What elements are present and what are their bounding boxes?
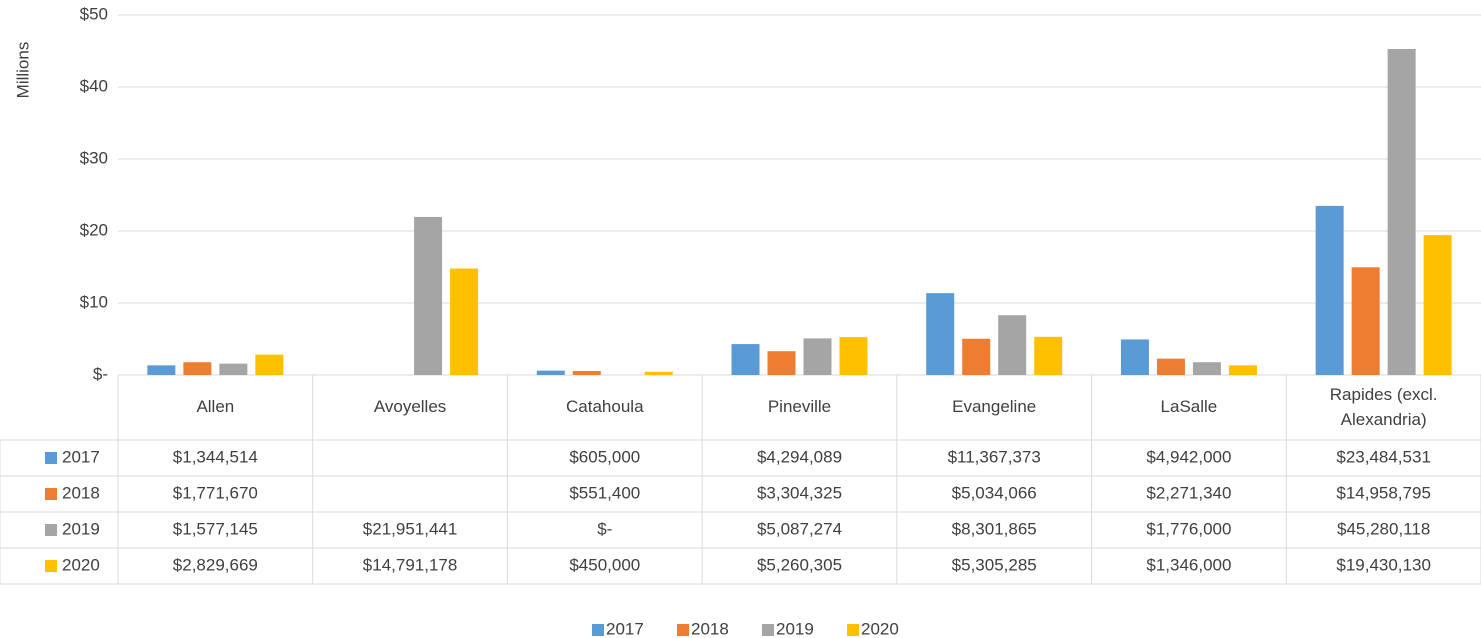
- table-value: $605,000: [569, 447, 640, 466]
- legend-swatch: [847, 624, 859, 636]
- table-value: $23,484,531: [1336, 447, 1431, 466]
- bar: [998, 315, 1027, 375]
- bar: [644, 371, 673, 375]
- bar: [183, 362, 212, 375]
- legend-label: 2019: [776, 619, 814, 638]
- bar: [1315, 205, 1344, 375]
- bar: [803, 338, 832, 375]
- table-value: $3,304,325: [757, 483, 842, 502]
- table-value: $1,346,000: [1146, 555, 1231, 574]
- table-value: $4,942,000: [1146, 447, 1231, 466]
- bar: [572, 371, 601, 375]
- category-cell: Avoyelles: [373, 397, 447, 417]
- bar: [1423, 235, 1452, 375]
- legend-swatch: [677, 624, 689, 636]
- legend-label: 2017: [62, 447, 100, 466]
- bar: [414, 216, 443, 375]
- y-tick-label: $50: [80, 4, 108, 23]
- legend-swatch: [45, 524, 57, 536]
- bar: [767, 351, 796, 375]
- legend-label: 2020: [861, 619, 899, 638]
- y-tick-label: $-: [93, 364, 108, 383]
- bar: [1120, 339, 1149, 375]
- table-value: $1,577,145: [173, 519, 258, 538]
- table-value: $1,771,670: [173, 483, 258, 502]
- table-value: $1,344,514: [173, 447, 258, 466]
- bar: [536, 370, 565, 375]
- legend-label: 2018: [691, 619, 729, 638]
- legend-swatch: [45, 488, 57, 500]
- x-tick-label: Avoyelles: [373, 397, 447, 417]
- table-value: $8,301,865: [952, 519, 1037, 538]
- category-cell: Rapides (excl. Alexandria): [1329, 384, 1438, 429]
- legend-swatch: [762, 624, 774, 636]
- y-tick-label: $30: [80, 148, 108, 167]
- y-tick-label: $20: [80, 220, 108, 239]
- legend-swatch: [45, 560, 57, 572]
- bar: [147, 365, 176, 375]
- table-value: $-: [597, 519, 612, 538]
- legend-label: 2018: [62, 483, 100, 502]
- table-value: $14,791,178: [363, 555, 458, 574]
- y-tick-label: $10: [80, 292, 108, 311]
- table-value: $45,280,118: [1337, 519, 1430, 538]
- y-tick-label: $40: [80, 76, 108, 95]
- bar: [839, 337, 868, 375]
- table-value: $11,367,373: [948, 447, 1041, 466]
- table-value: $551,400: [569, 483, 640, 502]
- table-value: $2,271,340: [1146, 483, 1231, 502]
- bar: [962, 338, 991, 375]
- x-tick-label: Catahoula: [566, 397, 644, 417]
- bar: [255, 354, 284, 375]
- bar: [1192, 362, 1221, 375]
- x-tick-label: Pineville: [767, 397, 832, 417]
- bar: [1228, 365, 1257, 375]
- table-value: $5,305,285: [952, 555, 1037, 574]
- bar: [219, 363, 248, 375]
- table-value: $19,430,130: [1336, 555, 1431, 574]
- table-value: $1,776,000: [1146, 519, 1231, 538]
- table-value: $5,260,305: [757, 555, 842, 574]
- bar: [926, 293, 955, 375]
- legend-label: 2017: [606, 619, 644, 638]
- x-tick-label: Evangeline: [952, 397, 1037, 417]
- table-value: $2,829,669: [173, 555, 258, 574]
- category-cell: Catahoula: [566, 397, 644, 417]
- category-cell: Evangeline: [952, 397, 1037, 417]
- table-value: $450,000: [569, 555, 640, 574]
- bar: [1387, 48, 1416, 375]
- table-value: $21,951,441: [363, 519, 458, 538]
- table-value: $14,958,795: [1336, 483, 1431, 502]
- x-tick-label: Allen: [196, 397, 235, 417]
- legend-swatch: [45, 452, 57, 464]
- category-cell: Pineville: [767, 397, 832, 417]
- table-value: $4,294,089: [757, 447, 842, 466]
- category-cell: Allen: [196, 397, 235, 417]
- bar: [1351, 267, 1380, 375]
- table-value: $5,087,274: [757, 519, 842, 538]
- category-cell: LaSalle: [1160, 397, 1218, 417]
- y-axis-label: Millions: [13, 42, 32, 99]
- legend-label: 2019: [62, 519, 100, 538]
- table-value: $5,034,066: [952, 483, 1037, 502]
- bar: [1034, 336, 1063, 375]
- bar: [450, 268, 479, 375]
- legend-swatch: [592, 624, 604, 636]
- bar: [1156, 358, 1185, 375]
- legend-label: 2020: [62, 555, 100, 574]
- bar: [731, 344, 760, 375]
- x-tick-label: Rapides (excl. Alexandria): [1329, 384, 1438, 429]
- x-tick-label: LaSalle: [1160, 397, 1218, 417]
